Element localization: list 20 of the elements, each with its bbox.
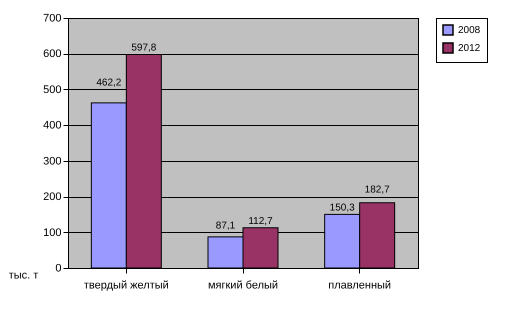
- data-label: 182,7: [364, 184, 390, 196]
- x-tick-label: твердый желтый: [84, 280, 169, 292]
- legend-label: 2012: [458, 43, 481, 54]
- y-tick-label: 400: [43, 120, 62, 132]
- y-tick-label: 0: [55, 262, 62, 274]
- y-axis-title: тыс. т: [8, 270, 38, 282]
- y-tick-label: 600: [43, 48, 62, 60]
- data-label: 112,7: [248, 216, 274, 227]
- y-tick-label: 700: [43, 12, 62, 24]
- y-tick-label: 100: [43, 226, 62, 239]
- x-tick-label: плавленный: [328, 280, 392, 292]
- data-label: 150,3: [330, 202, 356, 214]
- y-tick-label: 200: [43, 191, 62, 204]
- y-tick-label: 300: [43, 155, 62, 168]
- data-label: 597,8: [131, 42, 157, 54]
- x-tick-label: мягкий белый: [208, 280, 278, 292]
- y-tick-label: 500: [43, 84, 62, 96]
- data-label: 462,2: [96, 77, 122, 88]
- legend-label: 2008: [458, 25, 481, 36]
- data-label: 87,1: [216, 220, 236, 232]
